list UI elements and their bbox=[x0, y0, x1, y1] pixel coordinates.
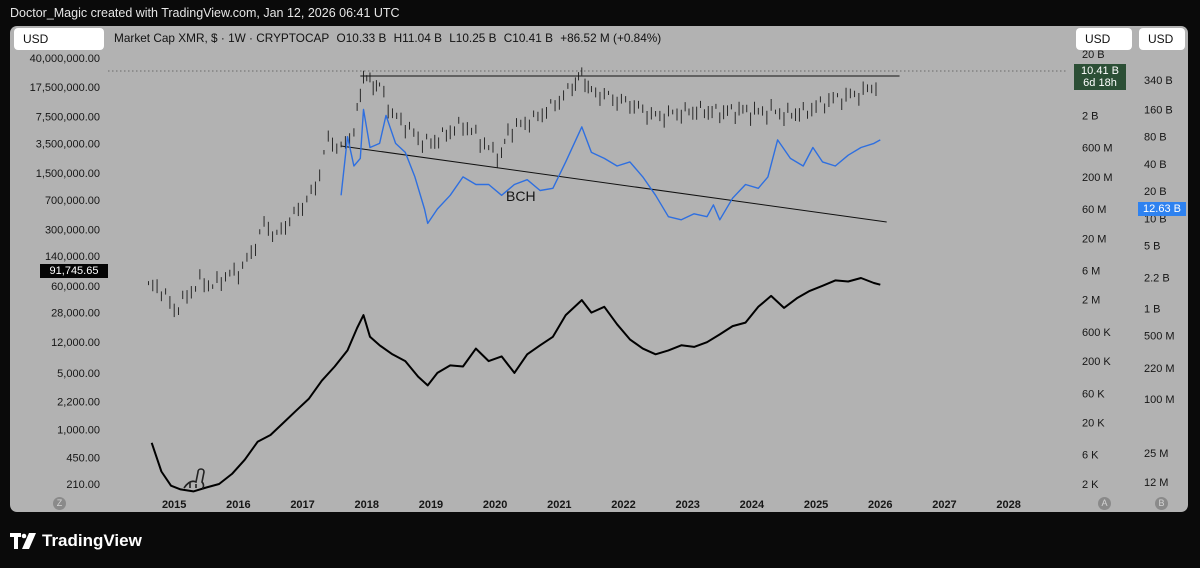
right-axis-a-tick: 20 B bbox=[1082, 49, 1105, 61]
left-axis-tick: 450.00 bbox=[66, 452, 100, 464]
chart-canvas[interactable]: 40,000,000.00 17,500,000.00 7,500,000.00 3,… bbox=[10, 26, 1188, 512]
currency-select-right-a[interactable]: USD bbox=[1076, 28, 1132, 50]
right-axis-a-tick: 20 K bbox=[1082, 418, 1105, 430]
x-axis-tick: 2020 bbox=[483, 499, 507, 511]
xmr-price-badge: 10.41 B 6d 18h bbox=[1074, 64, 1126, 90]
right-axis-a-tick: 200 K bbox=[1082, 356, 1111, 368]
right-axis-b-tick: 5 B bbox=[1144, 240, 1161, 252]
left-axis-tick: 60,000.00 bbox=[51, 281, 100, 293]
bch-series-line bbox=[340, 108, 881, 225]
right-axis-b-tick: 40 B bbox=[1144, 159, 1167, 171]
descending-trendline[interactable] bbox=[341, 145, 887, 223]
x-axis-tick: 2023 bbox=[675, 499, 699, 511]
legend-open: O10.33 B bbox=[336, 31, 387, 45]
bch-annotation: BCH bbox=[506, 188, 536, 204]
right-axis-a-tick: 6 M bbox=[1082, 265, 1100, 277]
x-axis-tick: 2026 bbox=[868, 499, 892, 511]
right-axis-a-tick: 20 M bbox=[1082, 233, 1106, 245]
left-axis-tick: 3,500,000.00 bbox=[36, 138, 100, 150]
x-axis-tick: 2018 bbox=[355, 499, 379, 511]
left-axis-tick: 12,000.00 bbox=[51, 337, 100, 349]
scale-button-left[interactable]: Z bbox=[53, 497, 66, 510]
right-axis-b-tick: 1 B bbox=[1144, 304, 1161, 316]
right-axis-a-tick: 2 M bbox=[1082, 295, 1100, 307]
right-axis-b-tick: 25 M bbox=[1144, 448, 1168, 460]
x-axis-tick: 2015 bbox=[162, 499, 186, 511]
left-axis-tick: 28,000.00 bbox=[51, 308, 100, 320]
right-axis-a-tick: 6 K bbox=[1082, 450, 1099, 462]
legend-high: H11.04 B bbox=[393, 31, 442, 45]
right-axis-a-tick: 600 K bbox=[1082, 327, 1111, 339]
scale-button-right-a[interactable]: A bbox=[1098, 497, 1111, 510]
left-price-badge: 91,745.65 bbox=[40, 264, 108, 278]
left-axis-tick: 210.00 bbox=[66, 479, 100, 491]
right-axis-b-tick: 20 B bbox=[1144, 186, 1167, 198]
right-axis-b-tick: 10 B bbox=[1144, 213, 1167, 225]
currency-select-right-b[interactable]: USD bbox=[1139, 28, 1185, 50]
left-axis-tick: 300,000.00 bbox=[45, 224, 100, 236]
right-axis-a-tick: 2 K bbox=[1082, 479, 1099, 491]
right-axis-b-tick: 100 M bbox=[1144, 394, 1175, 406]
x-axis-tick: 2022 bbox=[611, 499, 635, 511]
right-axis-a-tick: 2 B bbox=[1082, 110, 1099, 122]
right-axis-a-tick: 60 M bbox=[1082, 204, 1106, 216]
left-axis-tick: 40,000,000.00 bbox=[30, 53, 100, 65]
right-axis-b-tick: 500 M bbox=[1144, 331, 1175, 343]
xmr-price-value: 10.41 B bbox=[1081, 65, 1119, 77]
x-axis-tick: 2016 bbox=[226, 499, 250, 511]
right-axis-a-tick: 600 M bbox=[1082, 143, 1113, 155]
right-axis-b-tick: 340 B bbox=[1144, 75, 1173, 87]
chart-panel[interactable]: 40,000,000.00 17,500,000.00 7,500,000.00 3,… bbox=[10, 26, 1188, 512]
right-axis-b-tick: 12 M bbox=[1144, 477, 1168, 489]
right-axis-b-tick: 2.2 B bbox=[1144, 273, 1170, 285]
left-axis-tick: 17,500,000.00 bbox=[30, 82, 100, 94]
left-axis-tick: 140,000.00 bbox=[45, 251, 100, 263]
right-axis-a-tick: 60 K bbox=[1082, 388, 1105, 400]
x-axis-tick: 2027 bbox=[932, 499, 956, 511]
xmr-countdown: 6d 18h bbox=[1083, 77, 1117, 89]
tradingview-logo-icon bbox=[10, 533, 36, 549]
bch-price-badge: 12.63 B bbox=[1138, 202, 1186, 216]
x-axis-tick: 2024 bbox=[740, 499, 765, 511]
logo-icon bbox=[183, 468, 205, 489]
right-axis-b-tick: 160 B bbox=[1144, 105, 1173, 117]
right-axis-b-tick: 80 B bbox=[1144, 132, 1167, 144]
xmr-series bbox=[148, 67, 877, 318]
left-axis-tick: 1,000.00 bbox=[57, 424, 100, 436]
brand: TradingView bbox=[10, 531, 142, 551]
currency-select-left[interactable]: USD bbox=[14, 28, 104, 50]
legend: Market Cap XMR, $ · 1W · CRYPTOCAP O10.3… bbox=[114, 31, 665, 45]
x-axis-tick: 2028 bbox=[996, 499, 1020, 511]
legend-close: C10.41 B bbox=[503, 31, 553, 45]
left-axis-tick: 7,500,000.00 bbox=[36, 112, 100, 124]
left-axis-tick: 2,200.00 bbox=[57, 397, 100, 409]
right-axis-b-tick: 220 M bbox=[1144, 363, 1175, 375]
right-axis-a-tick: 200 M bbox=[1082, 172, 1113, 184]
left-axis-tick: 700,000.00 bbox=[45, 195, 100, 207]
left-axis-tick: 5,000.00 bbox=[57, 368, 100, 380]
legend-change: +86.52 M (+0.84%) bbox=[560, 31, 662, 45]
chart-credit: Doctor_Magic created with TradingView.co… bbox=[10, 6, 400, 20]
legend-low: L10.25 B bbox=[449, 31, 497, 45]
left-axis-tick: 1,500,000.00 bbox=[36, 168, 100, 180]
legend-symbol: Market Cap XMR, $ · 1W · CRYPTOCAP bbox=[114, 31, 330, 45]
scale-button-right-b[interactable]: B bbox=[1155, 497, 1168, 510]
x-axis-tick: 2017 bbox=[290, 499, 314, 511]
brand-name: TradingView bbox=[42, 531, 142, 550]
x-axis-tick: 2019 bbox=[419, 499, 443, 511]
x-axis-tick: 2025 bbox=[804, 499, 828, 511]
black-series-line bbox=[150, 277, 881, 493]
x-axis-tick: 2021 bbox=[547, 499, 571, 511]
